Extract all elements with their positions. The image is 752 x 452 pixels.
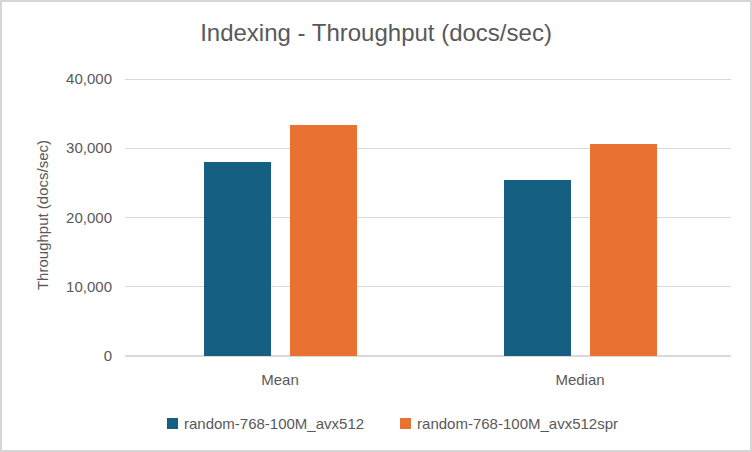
legend-swatch-avx512spr <box>400 418 411 429</box>
y-tick-label: 40,000 <box>22 70 112 88</box>
legend-item-avx512spr: random-768-100M_avx512spr <box>400 415 618 432</box>
legend-label-avx512spr: random-768-100M_avx512spr <box>417 415 618 432</box>
y-tick-label: 20,000 <box>22 209 112 227</box>
y-tick-label: 30,000 <box>22 139 112 157</box>
y-tick-label: 10,000 <box>22 278 112 296</box>
plot-area <box>125 79 731 356</box>
legend-swatch-avx512 <box>167 418 178 429</box>
bar-random-768-100M_avx512spr-mean <box>290 125 357 356</box>
gridline <box>125 79 731 80</box>
legend-label-avx512: random-768-100M_avx512 <box>184 415 364 432</box>
chart-container: Indexing - Throughput (docs/sec) Through… <box>0 0 752 452</box>
bar-random-768-100M_avx512-median <box>504 180 571 356</box>
bar-random-768-100M_avx512-mean <box>204 162 271 356</box>
x-category-label-median: Median <box>520 371 640 388</box>
legend: random-768-100M_avx512 random-768-100M_a… <box>2 415 750 432</box>
x-category-label-mean: Mean <box>220 371 340 388</box>
y-tick-label: 0 <box>22 347 112 365</box>
legend-item-avx512: random-768-100M_avx512 <box>167 415 364 432</box>
chart-title: Indexing - Throughput (docs/sec) <box>2 19 750 47</box>
bar-random-768-100M_avx512spr-median <box>590 144 657 356</box>
